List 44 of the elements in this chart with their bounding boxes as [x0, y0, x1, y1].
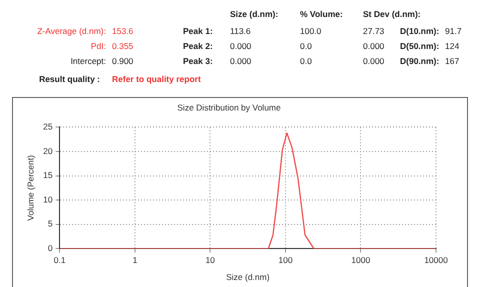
- x-tick-label: 10000: [424, 255, 448, 266]
- text: 167: [445, 56, 460, 66]
- text: D(10.nm):: [400, 26, 440, 36]
- chart-title: Size Distribution by Volume: [177, 102, 282, 112]
- y-tick-label: 25: [43, 122, 53, 132]
- x-axis-title: Size (d.nm): [226, 272, 270, 282]
- text: 0.355: [112, 41, 134, 51]
- text: St Dev (d.nm):: [363, 9, 421, 19]
- text: 91.7: [445, 26, 462, 36]
- text: % Volume:: [300, 9, 343, 19]
- y-tick-label: 0: [48, 242, 53, 253]
- text: 113.6: [230, 26, 251, 36]
- y-tick-label: 20: [43, 146, 53, 156]
- y-tick-label: 15: [43, 170, 53, 180]
- text: Intercept:: [70, 56, 106, 66]
- text: 100.0: [300, 26, 322, 36]
- y-tick-label: 10: [43, 194, 53, 204]
- text: 0.000: [230, 56, 252, 66]
- x-tick-label: 1000: [351, 255, 370, 266]
- text: Peak 1:: [183, 26, 213, 36]
- text: Z-Average (d.nm):: [37, 26, 106, 36]
- text: 0.000: [363, 56, 384, 66]
- text: Refer to quality report: [112, 74, 201, 84]
- text: 124: [445, 41, 460, 51]
- text: 0.000: [363, 41, 384, 51]
- x-tick-label: 10: [205, 255, 216, 266]
- text: D(90.nm):: [400, 56, 440, 66]
- y-tick-label: 5: [48, 218, 53, 229]
- text: 0.0: [300, 56, 312, 66]
- text: Peak 3:: [183, 56, 213, 66]
- text: 0.900: [112, 56, 134, 66]
- y-axis-title: Volume (Percent): [25, 154, 36, 221]
- text: Size (d.nm):: [230, 9, 278, 19]
- text: Peak 2:: [183, 41, 213, 51]
- x-tick-label: 1: [132, 255, 138, 266]
- text: 0.000: [230, 41, 252, 51]
- text: 0.0: [300, 41, 312, 51]
- text: D(50.nm):: [400, 41, 440, 51]
- x-tick-label: 100: [278, 255, 293, 266]
- text: 153.6: [112, 26, 134, 36]
- text: Result quality :: [39, 74, 100, 84]
- text: 27.73: [363, 26, 384, 36]
- x-tick-label: 0.1: [54, 255, 66, 266]
- text: PdI:: [90, 41, 106, 51]
